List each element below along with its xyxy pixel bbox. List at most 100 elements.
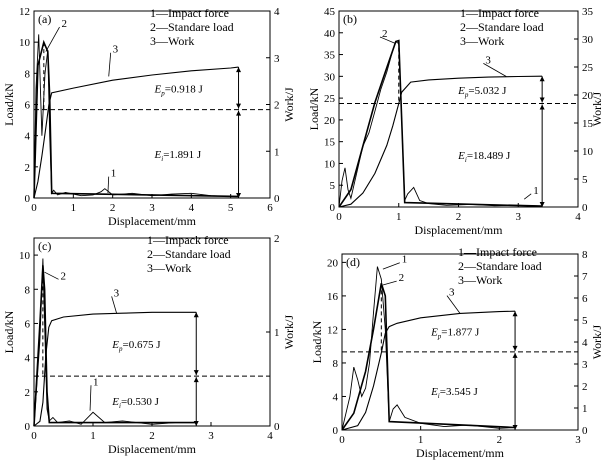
y-tick-label: 35 (324, 50, 336, 62)
series-line-2 (33, 39, 239, 199)
panel-b: 0 1 2 3 405101520253035404505101520253035Dis… (307, 6, 604, 237)
y2-tick-label: 2 (274, 100, 280, 112)
y2-tick-label: 2 (582, 381, 588, 393)
curve-leader (446, 295, 461, 314)
y2-axis-label: Work/J (590, 91, 604, 126)
curve-leader (483, 63, 507, 77)
arrow-head (193, 377, 199, 383)
ep-subscript: p (118, 345, 123, 353)
arrow-head (512, 311, 518, 317)
curve-number-label: 1 (93, 376, 99, 388)
legend-entry: 3—Work (150, 34, 194, 48)
y2-tick-label: 0 (274, 421, 280, 433)
x-tick-label: 6 (267, 202, 273, 214)
x-tick-label: 0 (339, 434, 345, 446)
y-axis-label: Load/kN (2, 310, 16, 353)
y-tick-label: 6 (25, 100, 31, 112)
y2-tick-label: 15 (582, 118, 594, 130)
curve-leader (45, 26, 60, 52)
arrow-head (193, 421, 199, 426)
y2-tick-label: 7 (582, 271, 588, 283)
curve-leader (107, 176, 110, 194)
series-line-1 (341, 266, 516, 431)
ei-subscript: i (161, 155, 163, 163)
y-tick-label: 8 (25, 284, 31, 296)
y2-tick-label: 8 (582, 249, 588, 261)
y2-axis-label: Work/J (282, 314, 296, 349)
x-tick-label: 4 (189, 202, 195, 214)
arrow-head (512, 352, 518, 358)
y-tick-label: 16 (327, 291, 339, 303)
x-tick-label: 2 (110, 202, 116, 214)
curve-leader (382, 262, 400, 270)
arrow-head (539, 97, 545, 103)
series-line-1 (33, 34, 239, 199)
arrow-head (236, 110, 242, 116)
x-axis-label: Displacement/mm (108, 442, 197, 456)
ep-label: Ep=1.877 J (430, 327, 480, 341)
y-tick-label: 30 (324, 71, 336, 83)
curve-leader (379, 36, 396, 45)
ep-label: Ep=0.675 J (111, 339, 161, 353)
panel-d: 0 1 2 3048121620012345678Displacement/mmLoa… (310, 245, 604, 460)
y-tick-label: 0 (25, 193, 31, 205)
y2-tick-label: 35 (582, 6, 594, 18)
arrow-head (512, 425, 518, 430)
ep-value: =0.918 J (165, 83, 204, 95)
x-tick-label: 2 (149, 430, 155, 442)
curve-number-label: 2 (61, 270, 67, 282)
legend-entry: 1—Impact force (460, 6, 539, 20)
y-tick-label: 40 (324, 28, 336, 40)
y2-tick-label: 3 (274, 53, 280, 65)
x-tick-label: 5 (228, 202, 234, 214)
y-tick-label: 10 (19, 250, 31, 262)
curve-number-label: 2 (382, 28, 388, 40)
y-tick-label: 8 (25, 68, 31, 80)
curve-number-label: 3 (114, 287, 120, 299)
x-tick-label: 3 (516, 211, 522, 223)
curve-leader (111, 296, 117, 314)
legend-entry: 1—Impact force (150, 6, 229, 20)
arrow-head (236, 193, 242, 198)
ep-value: =1.877 J (441, 327, 480, 339)
y-tick-label: 6 (25, 318, 31, 330)
arrow-head (539, 76, 545, 82)
ei-label: Ei=1.891 J (154, 149, 202, 163)
x-tick-label: 4 (575, 211, 581, 223)
curve-number-label: 2 (399, 272, 405, 284)
series-line-3 (341, 310, 516, 431)
y-tick-label: 8 (333, 358, 339, 370)
arrow-head (236, 67, 242, 73)
x-tick-label: 1 (71, 202, 77, 214)
ep-value: =5.032 J (468, 85, 507, 97)
legend-entry: 2—Standare load (147, 247, 231, 261)
ei-subscript: i (465, 156, 467, 164)
x-tick-label: 1 (418, 434, 424, 446)
arrow-head (539, 202, 545, 207)
series-line-3 (338, 75, 543, 208)
ei-value: =1.891 J (163, 149, 202, 161)
ei-label: Ei=3.545 J (430, 386, 478, 400)
ei-subscript: i (438, 392, 440, 400)
ep-subscript: p (464, 91, 469, 99)
y-axis-label: Load/kN (2, 83, 16, 126)
y-tick-label: 2 (25, 162, 31, 174)
arrow-head (539, 104, 545, 110)
series-line-3 (33, 66, 239, 199)
panel-label: (b) (343, 12, 357, 26)
x-tick-label: 3 (575, 434, 581, 446)
y-tick-label: 4 (333, 391, 339, 403)
y2-tick-label: 1 (582, 403, 588, 415)
x-tick-label: 1 (396, 211, 402, 223)
y-tick-label: 20 (327, 257, 339, 269)
y-tick-label: 20 (324, 115, 336, 127)
curve-leader (108, 52, 112, 77)
y-tick-label: 12 (19, 6, 30, 18)
x-tick-label: 3 (208, 430, 214, 442)
series-line-2 (341, 283, 516, 431)
ei-value: =18.489 J (467, 150, 511, 162)
x-tick-label: 3 (149, 202, 155, 214)
panel-label: (c) (38, 239, 51, 253)
